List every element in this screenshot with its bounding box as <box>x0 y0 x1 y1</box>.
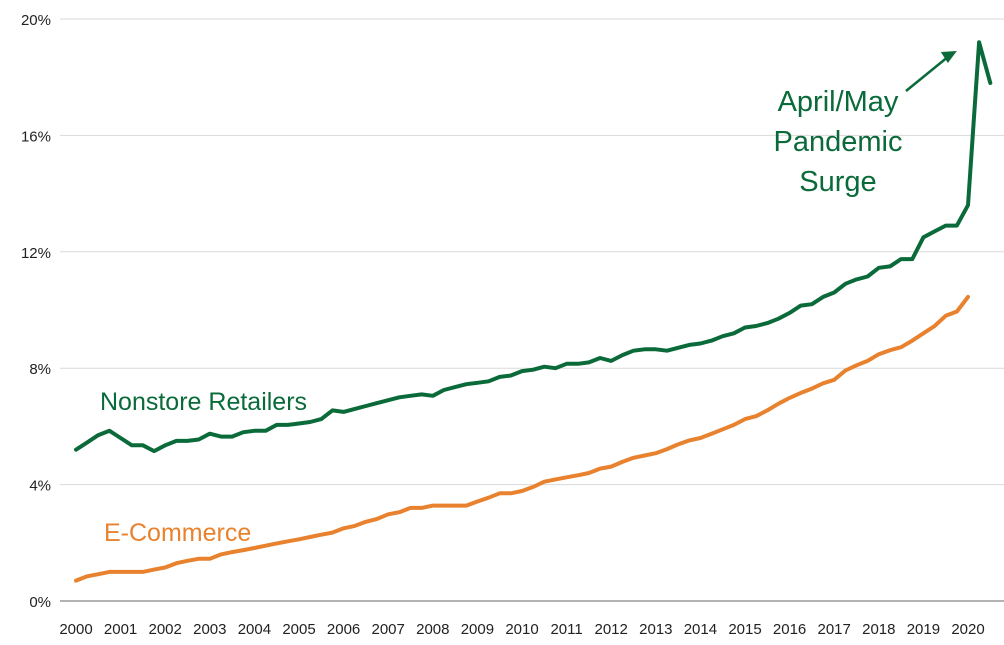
x-tick-label: 2014 <box>684 621 717 638</box>
x-tick-label: 2000 <box>59 621 92 638</box>
y-tick-label: 16% <box>21 128 51 145</box>
x-tick-label: 2006 <box>327 621 360 638</box>
x-tick-label: 2010 <box>505 621 538 638</box>
annotation-line-2: Pandemic <box>774 126 903 158</box>
y-tick-label: 12% <box>21 245 51 262</box>
annotation-line-1: April/May <box>778 86 899 118</box>
y-tick-label: 20% <box>21 12 51 29</box>
x-tick-label: 2016 <box>773 621 806 638</box>
y-axis-ticks: 0% 4% 8% 12% 16% 20% <box>21 12 51 611</box>
series-label-nonstore-retailers: Nonstore Retailers <box>100 388 307 416</box>
series-line-nonstore-retailers <box>74 40 993 454</box>
series-lines <box>74 40 993 583</box>
y-tick-label: 8% <box>29 361 51 378</box>
x-tick-label: 2002 <box>149 621 182 638</box>
x-tick-label: 2013 <box>639 621 672 638</box>
y-tick-label: 0% <box>29 594 51 611</box>
annotation-line-3: Surge <box>799 166 876 198</box>
annotation: April/May Pandemic Surge <box>774 51 957 198</box>
series-labels: Nonstore Retailers E-Commerce <box>100 388 307 547</box>
x-tick-label: 2019 <box>907 621 940 638</box>
series-label-e-commerce: E-Commerce <box>104 519 251 547</box>
x-tick-label: 2015 <box>728 621 761 638</box>
x-tick-label: 2004 <box>238 621 271 638</box>
x-tick-label: 2012 <box>595 621 628 638</box>
series-line-e-commerce <box>74 294 970 583</box>
x-tick-label: 2011 <box>550 621 582 638</box>
x-tick-label: 2008 <box>416 621 449 638</box>
x-tick-label: 2009 <box>461 621 494 638</box>
x-tick-label: 2007 <box>372 621 405 638</box>
annotation-arrow-shaft <box>905 53 952 92</box>
annotation-arrow-head <box>940 51 957 64</box>
x-tick-label: 2001 <box>104 621 137 638</box>
x-tick-label: 2018 <box>862 621 895 638</box>
x-tick-label: 2003 <box>193 621 226 638</box>
x-tick-label: 2005 <box>282 621 315 638</box>
y-tick-label: 4% <box>29 478 51 495</box>
x-axis-ticks: 2000 2001 2002 2003 2004 2005 2006 2007 2008 2009… <box>59 621 984 638</box>
x-tick-label: 2020 <box>951 621 984 638</box>
x-tick-label: 2017 <box>818 621 851 638</box>
